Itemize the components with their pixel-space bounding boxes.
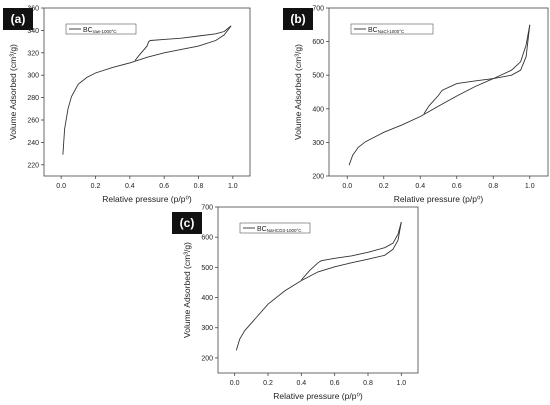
plot-frame xyxy=(43,7,251,177)
x-tick-label: 0.6 xyxy=(330,380,340,387)
series-line-desorption xyxy=(134,25,232,61)
y-tick-label: 500 xyxy=(312,73,324,80)
y-tick-label: 700 xyxy=(312,6,324,13)
x-tick-label: 0.2 xyxy=(379,183,389,190)
x-tick-label: 0.4 xyxy=(296,380,306,387)
x-tick-label: 0.6 xyxy=(159,183,169,190)
x-tick-label: 0.8 xyxy=(363,380,373,387)
x-tick-label: 0.4 xyxy=(415,183,425,190)
y-tick-label: 320 xyxy=(27,50,39,57)
legend-box xyxy=(350,23,434,35)
y-tick-label: 220 xyxy=(27,162,39,169)
chart-panel-2: (b) 0.0 0.2 0.4 0.6 0.8 1.0 200 300 400 500 600 700 R… xyxy=(283,6,549,204)
y-axis-label: Volume Adsorbed (cm³/g) xyxy=(182,242,192,338)
legend-label-subscript: NaCl-1000°C xyxy=(378,29,405,34)
y-tick-label: 300 xyxy=(27,73,39,80)
y-tick-label: 300 xyxy=(312,140,324,147)
panel-label-badge xyxy=(3,8,33,30)
y-tick-label: 200 xyxy=(201,355,213,362)
y-tick-label: 340 xyxy=(27,28,39,35)
x-tick-label: 1.0 xyxy=(396,380,406,387)
x-tick-label: 0.0 xyxy=(56,183,66,190)
x-tick-label: 1.0 xyxy=(228,183,238,190)
x-axis-label: Relative pressure (p/p⁰) xyxy=(394,194,484,204)
legend-label-subscript: NaHCO3-1000°C xyxy=(267,228,303,233)
y-axis-label: Volume Adsorbed (cm³/g) xyxy=(293,44,303,140)
y-tick-label: 200 xyxy=(312,174,324,181)
legend-label: BCraw-1000°C xyxy=(83,27,117,34)
plot-frame xyxy=(217,206,419,374)
legend-label: BCNaHCO3-1000°C xyxy=(257,226,302,233)
x-tick-label: 0.2 xyxy=(91,183,101,190)
x-axis-label: Relative pressure (p/p⁰) xyxy=(273,391,363,401)
y-tick-label: 400 xyxy=(312,106,324,113)
legend-box xyxy=(239,222,311,234)
legend-label-subscript: raw-1000°C xyxy=(93,29,118,34)
y-tick-label: 500 xyxy=(201,265,213,272)
series-line-desorption xyxy=(423,24,531,115)
legend-label: BCNaCl-1000°C xyxy=(368,27,405,34)
x-tick-label: 0.0 xyxy=(230,380,240,387)
x-tick-label: 0.2 xyxy=(263,380,273,387)
chart-panel-3: (c) 0.0 0.2 0.4 0.6 0.8 1.0 200 300 400 500 600 700 R… xyxy=(172,205,419,401)
y-tick-label: 700 xyxy=(201,205,213,212)
y-tick-label: 280 xyxy=(27,95,39,102)
x-tick-label: 0.4 xyxy=(125,183,135,190)
panel-label-badge xyxy=(283,8,313,30)
y-tick-label: 600 xyxy=(312,39,324,46)
y-tick-label: 260 xyxy=(27,118,39,125)
y-axis-label: Volume Adsorbed (cm³/g) xyxy=(8,44,18,140)
series-line-adsorption xyxy=(62,25,232,155)
panel-label: (b) xyxy=(290,12,305,26)
y-tick-label: 400 xyxy=(201,295,213,302)
x-tick-label: 0.8 xyxy=(488,183,498,190)
x-tick-label: 0.0 xyxy=(342,183,352,190)
series-line-adsorption xyxy=(235,222,402,351)
legend-box xyxy=(65,23,137,35)
y-tick-label: 240 xyxy=(27,140,39,147)
x-tick-label: 0.8 xyxy=(194,183,204,190)
plot-frame xyxy=(328,7,549,177)
chart-panel-1: (a) 0.0 0.2 0.4 0.6 0.8 1.0 220 240 260 280 300 320 3… xyxy=(3,6,251,204)
x-tick-label: 1.0 xyxy=(525,183,535,190)
y-tick-label: 360 xyxy=(27,6,39,13)
y-tick-label: 300 xyxy=(201,325,213,332)
series-line-adsorption xyxy=(348,24,531,166)
y-tick-label: 600 xyxy=(201,235,213,242)
panel-label-badge xyxy=(172,212,202,234)
series-line-desorption xyxy=(300,221,402,281)
panel-label: (c) xyxy=(180,216,195,230)
x-tick-label: 0.6 xyxy=(452,183,462,190)
x-axis-label: Relative pressure (p/p⁰) xyxy=(102,194,192,204)
panel-label: (a) xyxy=(11,12,26,26)
